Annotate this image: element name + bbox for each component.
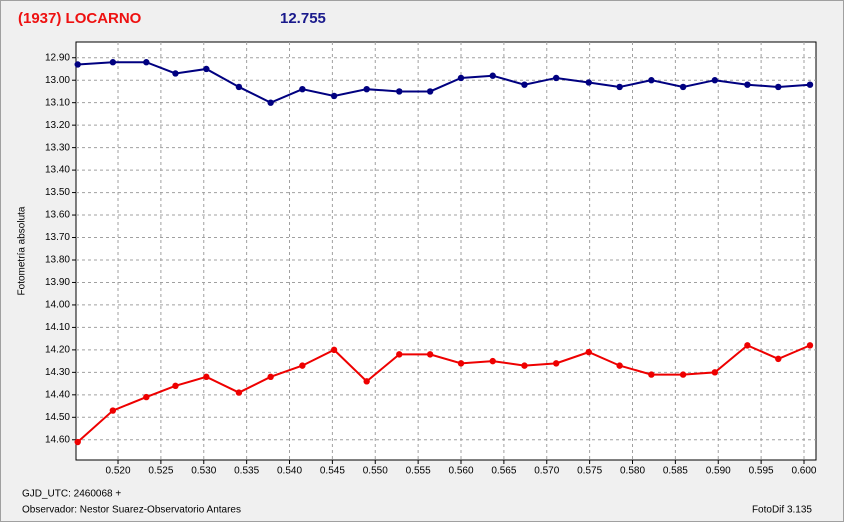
- y-tick-label: 13.10: [45, 97, 70, 108]
- x-tick-label: 0.555: [406, 466, 431, 477]
- y-tick-label: 13.20: [45, 120, 70, 131]
- x-tick-label: 0.525: [148, 466, 173, 477]
- data-point: [143, 393, 150, 401]
- x-tick-label: 0.595: [749, 466, 774, 477]
- footer-observer: Observador: Nestor Suarez-Observatorio A…: [22, 505, 241, 516]
- x-tick-label: 0.520: [106, 466, 131, 477]
- y-tick-label: 13.90: [45, 277, 70, 288]
- x-tick-label: 0.580: [620, 466, 645, 477]
- x-tick-label: 0.585: [663, 466, 688, 477]
- plot-area: [75, 41, 817, 461]
- data-point: [489, 357, 496, 365]
- data-point: [585, 79, 592, 86]
- y-tick-label: 14.30: [45, 367, 70, 378]
- data-point: [775, 355, 782, 363]
- data-point: [806, 81, 814, 88]
- footer-version: FotoDif 3.135: [752, 505, 812, 516]
- data-point: [711, 369, 719, 376]
- y-tick-label: 14.10: [45, 322, 70, 333]
- x-tick-label: 0.600: [791, 466, 816, 477]
- data-point: [235, 389, 243, 396]
- x-tick-label: 0.530: [191, 466, 216, 477]
- data-point: [299, 362, 306, 369]
- data-point: [806, 342, 814, 349]
- data-point: [172, 70, 179, 77]
- y-tick-label: 14.00: [45, 300, 70, 311]
- data-point: [330, 346, 338, 354]
- data-point: [299, 85, 306, 93]
- data-point: [396, 351, 403, 358]
- y-tick-label: 14.50: [45, 412, 70, 423]
- data-point: [143, 59, 150, 66]
- data-point: [616, 362, 623, 369]
- y-tick-label: 12.90: [45, 52, 70, 63]
- data-point: [457, 74, 465, 82]
- data-point: [552, 360, 560, 367]
- y-tick-label: 13.70: [45, 232, 70, 243]
- data-point: [426, 88, 434, 95]
- data-point: [648, 77, 655, 84]
- y-tick-label: 14.40: [45, 389, 70, 400]
- data-point: [744, 81, 751, 88]
- y-tick-label: 13.80: [45, 255, 70, 266]
- x-tick-label: 0.550: [363, 466, 388, 477]
- y-axis-label: Fotometría absoluta: [17, 206, 28, 295]
- data-point: [74, 61, 81, 68]
- data-point: [172, 382, 179, 390]
- data-point: [521, 81, 528, 88]
- x-tick-label: 0.575: [577, 466, 602, 477]
- x-tick-label: 0.565: [491, 466, 516, 477]
- data-point: [744, 342, 751, 349]
- data-point: [267, 373, 274, 381]
- x-tick-label: 0.590: [706, 466, 731, 477]
- data-point: [616, 83, 623, 91]
- data-point: [203, 373, 210, 381]
- data-point: [679, 83, 687, 91]
- data-point: [552, 74, 560, 82]
- data-point: [648, 371, 655, 378]
- subtitle: 12.755: [280, 10, 326, 27]
- data-point: [330, 92, 338, 100]
- y-tick-label: 13.00: [45, 75, 70, 86]
- x-tick-label: 0.535: [234, 466, 259, 477]
- x-tick-label: 0.570: [534, 466, 559, 477]
- y-tick-label: 14.20: [45, 345, 70, 356]
- x-tick-label: 0.560: [448, 466, 473, 477]
- chart-title: (1937) LOCARNO: [18, 10, 142, 27]
- data-point: [585, 348, 592, 356]
- data-point: [74, 438, 81, 446]
- data-point: [267, 99, 274, 106]
- y-tick-label: 14.60: [45, 434, 70, 445]
- x-tick-label: 0.545: [320, 466, 345, 477]
- data-point: [711, 77, 719, 84]
- x-tick-label: 0.540: [277, 466, 302, 477]
- data-point: [775, 83, 782, 91]
- data-point: [396, 88, 403, 95]
- y-tick-label: 13.40: [45, 165, 70, 176]
- y-tick-label: 13.60: [45, 210, 70, 221]
- series-line: [77, 344, 811, 443]
- y-tick-label: 13.30: [45, 142, 70, 153]
- data-point: [521, 362, 528, 369]
- series-line: [77, 61, 811, 104]
- data-point: [109, 59, 117, 66]
- data-point: [235, 83, 243, 91]
- data-point: [489, 72, 496, 79]
- y-tick-label: 13.50: [45, 187, 70, 198]
- data-point: [203, 65, 210, 73]
- data-point: [457, 360, 465, 367]
- footer-date: GJD_UTC: 2460068 +: [22, 489, 121, 500]
- data-point: [426, 351, 434, 358]
- data-point: [363, 85, 370, 93]
- data-point: [363, 378, 370, 385]
- data-point: [679, 371, 687, 378]
- data-point: [109, 407, 117, 414]
